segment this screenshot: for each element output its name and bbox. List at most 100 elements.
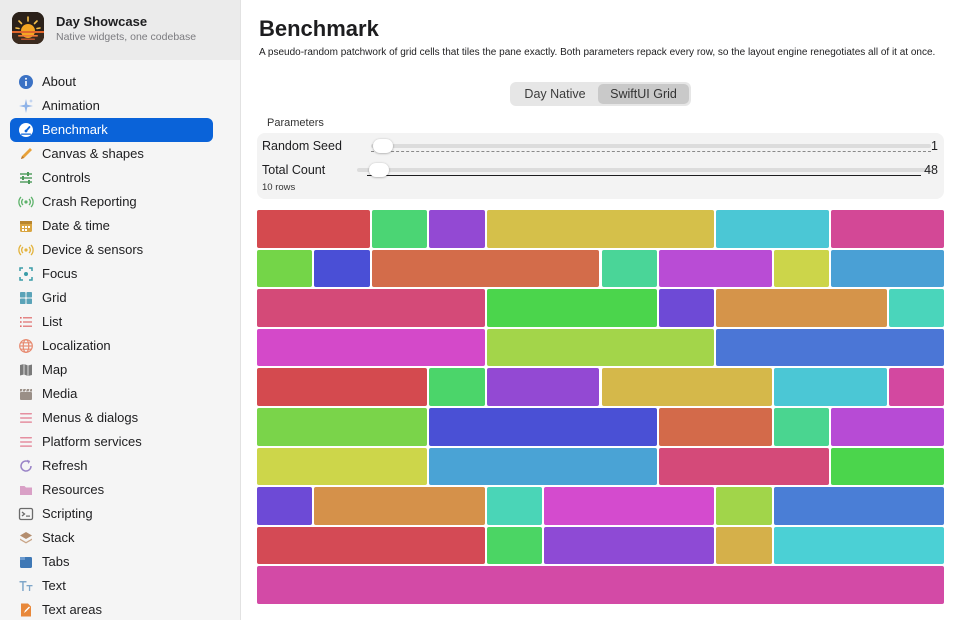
sidebar: Day Showcase Native widgets, one codebas… xyxy=(0,0,241,620)
terminal-icon xyxy=(18,507,34,521)
grid-cell xyxy=(658,289,715,327)
grid-cell xyxy=(658,408,772,446)
random-seed-value: 1 xyxy=(931,139,938,153)
sidebar-item-text[interactable]: Text xyxy=(10,574,213,598)
sidebar-item-device-sensors[interactable]: Device & sensors xyxy=(10,238,213,262)
grid-cell xyxy=(371,210,428,248)
grid-cell xyxy=(716,210,830,248)
sidebar-item-label: Tabs xyxy=(42,554,70,569)
grid-cell xyxy=(314,487,485,525)
gauge-icon xyxy=(19,123,33,137)
map-icon xyxy=(20,364,32,376)
grid-cell xyxy=(257,368,428,406)
focus-icon xyxy=(19,267,33,281)
grid-cell xyxy=(888,368,944,406)
sidebar-item-resources[interactable]: Resources xyxy=(10,478,213,502)
sidebar-item-crash-reporting[interactable]: Crash Reporting xyxy=(10,190,213,214)
grid-cell xyxy=(314,249,370,288)
grid-cell xyxy=(257,210,370,248)
sidebar-item-localization[interactable]: Localization xyxy=(10,334,213,358)
app-name: Day Showcase xyxy=(56,14,148,29)
grid-cell xyxy=(716,526,772,565)
grid-cell xyxy=(716,487,772,525)
sidebar-item-animation[interactable]: Animation xyxy=(10,94,213,118)
list-icon xyxy=(20,317,32,327)
grid-cell xyxy=(773,249,830,288)
sidebar-item-canvas-shapes[interactable]: Canvas & shapes xyxy=(10,142,213,166)
grid-cell xyxy=(257,249,313,288)
sidebar-item-label: Localization xyxy=(42,338,111,353)
segment-day-native[interactable]: Day Native xyxy=(524,87,586,101)
pencil-icon xyxy=(21,148,32,159)
grid-cell xyxy=(257,526,485,565)
page-title: Benchmark xyxy=(259,16,379,41)
sidebar-item-controls[interactable]: Controls xyxy=(10,166,213,190)
sidebar-item-tabs[interactable]: Tabs xyxy=(10,550,213,574)
total-count-value: 48 xyxy=(924,163,938,177)
sidebar-item-label: Benchmark xyxy=(42,122,108,137)
globe-icon xyxy=(19,339,33,353)
sidebar-item-label: Animation xyxy=(42,98,100,113)
sidebar-item-label: Text xyxy=(42,578,66,593)
sidebar-item-label: Media xyxy=(42,386,78,401)
grid-cell xyxy=(601,368,772,406)
random-seed-slider[interactable] xyxy=(371,144,931,148)
total-count-slider[interactable] xyxy=(357,168,931,172)
grid-cell xyxy=(257,289,485,327)
sidebar-item-label: Crash Reporting xyxy=(42,194,137,209)
grid-cell xyxy=(716,289,887,327)
sidebar-item-stack[interactable]: Stack xyxy=(10,526,213,550)
sidebar-item-platform-services[interactable]: Platform services xyxy=(10,430,213,454)
random-seed-label: Random Seed xyxy=(262,139,342,153)
sidebar-item-date-time[interactable]: Date & time xyxy=(10,214,213,238)
sidebar-item-scripting[interactable]: Scripting xyxy=(10,502,213,526)
sidebar-item-refresh[interactable]: Refresh xyxy=(10,454,213,478)
grid-cell xyxy=(831,408,944,446)
sidebar-item-label: Grid xyxy=(42,290,67,305)
app-subtitle: Native widgets, one codebase xyxy=(56,31,197,43)
sidebar-item-menus-dialogs[interactable]: Menus & dialogs xyxy=(10,406,213,430)
grid-cell xyxy=(486,487,543,525)
random-seed-slider-knob[interactable] xyxy=(373,139,393,153)
grid-cell xyxy=(831,210,944,248)
sidebar-item-about[interactable]: About xyxy=(10,70,213,94)
sidebar-item-focus[interactable]: Focus xyxy=(10,262,213,286)
sidebar-item-label: Controls xyxy=(42,170,91,185)
stack-icon xyxy=(20,532,32,544)
grid-cell xyxy=(486,210,715,248)
benchmark-grid xyxy=(257,210,944,604)
grid-cell xyxy=(429,447,657,486)
grid-cell xyxy=(257,487,313,525)
parameters-title: Parameters xyxy=(267,117,324,129)
segment-swiftui-grid[interactable]: SwiftUI Grid xyxy=(598,84,689,104)
grid-cell xyxy=(773,487,944,525)
refresh-icon xyxy=(20,459,32,472)
grid-cell xyxy=(429,368,485,406)
sidebar-item-media[interactable]: Media xyxy=(10,382,213,406)
total-count-slider-knob[interactable] xyxy=(369,163,389,177)
grid-cell xyxy=(486,328,715,367)
grid-cell xyxy=(658,249,772,288)
sidebar-item-label: Canvas & shapes xyxy=(42,146,144,161)
app-header: Day Showcase Native widgets, one codebas… xyxy=(0,0,240,60)
sidebar-item-label: Map xyxy=(42,362,68,377)
sidebar-item-text-areas[interactable]: Text areas xyxy=(10,598,213,620)
menu-icon xyxy=(20,413,32,423)
clapperboard-icon xyxy=(20,388,32,400)
sidebar-item-grid[interactable]: Grid xyxy=(10,286,213,310)
sidebar-item-benchmark[interactable]: Benchmark xyxy=(10,118,213,142)
sparkles-icon xyxy=(19,99,33,113)
sidebar-item-map[interactable]: Map xyxy=(10,358,213,382)
info-icon xyxy=(19,75,33,89)
grid-cell xyxy=(831,249,944,288)
sidebar-item-label: Refresh xyxy=(42,458,88,473)
grid-cell xyxy=(257,408,428,446)
grid-cell xyxy=(773,408,830,446)
sidebar-item-list[interactable]: List xyxy=(10,310,213,334)
services-icon xyxy=(20,437,32,447)
grid-cell xyxy=(831,447,944,486)
total-count-tick-line xyxy=(367,175,921,176)
sidebar-item-label: Menus & dialogs xyxy=(42,410,139,425)
folder-icon xyxy=(20,486,32,495)
